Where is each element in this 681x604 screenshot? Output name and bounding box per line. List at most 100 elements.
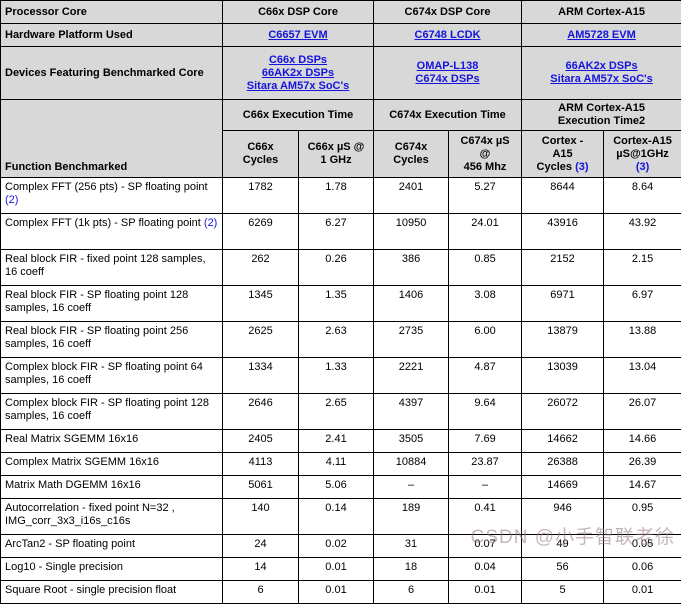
column-header-line: 456 Mhz xyxy=(453,161,517,174)
exec-group-line: C674x Execution Time xyxy=(378,109,517,122)
function-name: Square Root - single precision float xyxy=(1,581,223,604)
doc-link[interactable]: 66AK2x DSPs xyxy=(262,67,334,80)
info-row-label: Hardware Platform Used xyxy=(1,24,223,47)
info-text-cell: C66x DSP Core xyxy=(223,1,374,24)
footnote-ref[interactable]: (2) xyxy=(204,217,217,229)
core-name: C66x DSP Core xyxy=(227,6,369,19)
doc-link[interactable]: Sitara AM57x SoC's xyxy=(550,73,652,86)
benchmark-value: 0.07 xyxy=(449,535,522,558)
doc-link[interactable]: OMAP-L138 xyxy=(417,60,479,73)
function-name: Autocorrelation - fixed point N=32 , IMG… xyxy=(1,499,223,535)
benchmark-value: 1.35 xyxy=(299,286,374,322)
benchmark-value: 4113 xyxy=(223,453,299,476)
doc-link-line: C66x DSPs xyxy=(227,54,369,67)
benchmark-value: 14669 xyxy=(522,476,604,499)
exec-time-group-header: C674x Execution Time xyxy=(374,100,522,131)
doc-link[interactable]: C6748 LCDK xyxy=(415,29,481,42)
doc-link-line: Sitara AM57x SoC's xyxy=(526,73,677,86)
benchmark-value: 7.69 xyxy=(449,430,522,453)
info-row: Hardware Platform Used C6657 EVM C6748 LCD… xyxy=(1,24,681,47)
benchmark-value: 0.95 xyxy=(604,499,681,535)
benchmark-value: 23.87 xyxy=(449,453,522,476)
benchmark-value: 2.65 xyxy=(299,394,374,430)
benchmark-value: 13.04 xyxy=(604,358,681,394)
benchmark-value: 3.08 xyxy=(449,286,522,322)
benchmark-value: 2401 xyxy=(374,178,449,214)
info-text-cell: C674x DSP Core xyxy=(374,1,522,24)
benchmark-value: 0.05 xyxy=(604,535,681,558)
benchmark-value: 26.07 xyxy=(604,394,681,430)
doc-link[interactable]: 66AK2x DSPs xyxy=(565,60,637,73)
benchmark-value: 0.01 xyxy=(604,581,681,604)
benchmark-value: 6971 xyxy=(522,286,604,322)
benchmark-value: 10884 xyxy=(374,453,449,476)
exec-group-line: Execution Time2 xyxy=(526,115,677,128)
benchmark-value: 0.14 xyxy=(299,499,374,535)
benchmark-value: 56 xyxy=(522,558,604,581)
core-name: C674x DSP Core xyxy=(378,6,517,19)
column-header-line: C66x xyxy=(227,141,294,154)
benchmark-value: 5.27 xyxy=(449,178,522,214)
function-name: Complex FFT (256 pts) - SP floating poin… xyxy=(1,178,223,214)
benchmark-value: 0.41 xyxy=(449,499,522,535)
column-header-line: Cycles xyxy=(378,154,444,167)
info-link-cell: C6748 LCDK xyxy=(374,24,522,47)
function-name: Complex block FIR - SP floating point 12… xyxy=(1,394,223,430)
doc-link-line: 66AK2x DSPs xyxy=(526,60,677,73)
column-header-line: C674x µS xyxy=(453,135,517,148)
benchmark-value: 2625 xyxy=(223,322,299,358)
function-name: Matrix Math DGEMM 16x16 xyxy=(1,476,223,499)
function-name: Complex FFT (1k pts) - SP floating point… xyxy=(1,214,223,250)
benchmark-value: 9.64 xyxy=(449,394,522,430)
benchmark-row: Complex FFT (256 pts) - SP floating poin… xyxy=(1,178,681,214)
benchmark-value: 1.78 xyxy=(299,178,374,214)
benchmark-value: 14.67 xyxy=(604,476,681,499)
footnote-ref[interactable]: (3) xyxy=(575,161,588,173)
function-name: Complex block FIR - SP floating point 64… xyxy=(1,358,223,394)
benchmark-value: 14 xyxy=(223,558,299,581)
benchmark-value: 3505 xyxy=(374,430,449,453)
benchmark-value: 13039 xyxy=(522,358,604,394)
column-header-line: C66x µS @ xyxy=(303,141,369,154)
footnote-ref[interactable]: (2) xyxy=(5,194,18,206)
benchmark-value: 2.63 xyxy=(299,322,374,358)
doc-link-line: C6748 LCDK xyxy=(378,29,517,42)
benchmark-value: – xyxy=(374,476,449,499)
doc-link[interactable]: Sitara AM57x SoC's xyxy=(247,80,349,93)
column-header-line: Cycles (3) xyxy=(526,161,599,174)
benchmark-row: Real block FIR - fixed point 128 samples… xyxy=(1,250,681,286)
doc-link[interactable]: AM5728 EVM xyxy=(567,29,635,42)
footnote-ref[interactable]: (3) xyxy=(636,161,649,173)
benchmark-value: 140 xyxy=(223,499,299,535)
benchmark-value: 18 xyxy=(374,558,449,581)
function-name: ArcTan2 - SP floating point xyxy=(1,535,223,558)
benchmark-value: 8.64 xyxy=(604,178,681,214)
benchmark-value: 6.97 xyxy=(604,286,681,322)
doc-link-line: Sitara AM57x SoC's xyxy=(227,80,369,93)
benchmark-value: 2735 xyxy=(374,322,449,358)
doc-link[interactable]: C674x DSPs xyxy=(415,73,479,86)
benchmark-row: Real block FIR - SP floating point 256 s… xyxy=(1,322,681,358)
info-row-label: Devices Featuring Benchmarked Core xyxy=(1,47,223,100)
benchmark-value: 6 xyxy=(374,581,449,604)
function-name: Real block FIR - fixed point 128 samples… xyxy=(1,250,223,286)
benchmark-row: Autocorrelation - fixed point N=32 , IMG… xyxy=(1,499,681,535)
benchmark-value: 24.01 xyxy=(449,214,522,250)
doc-link[interactable]: C66x DSPs xyxy=(269,54,327,67)
function-name: Real block FIR - SP floating point 256 s… xyxy=(1,322,223,358)
doc-link-line: C6657 EVM xyxy=(227,29,369,42)
core-name: ARM Cortex-A15 xyxy=(526,6,677,19)
benchmark-value: 5.06 xyxy=(299,476,374,499)
benchmark-value: 189 xyxy=(374,499,449,535)
benchmark-value: 2221 xyxy=(374,358,449,394)
benchmark-value: 6.00 xyxy=(449,322,522,358)
doc-link[interactable]: C6657 EVM xyxy=(268,29,327,42)
benchmark-row: Real block FIR - SP floating point 128 s… xyxy=(1,286,681,322)
